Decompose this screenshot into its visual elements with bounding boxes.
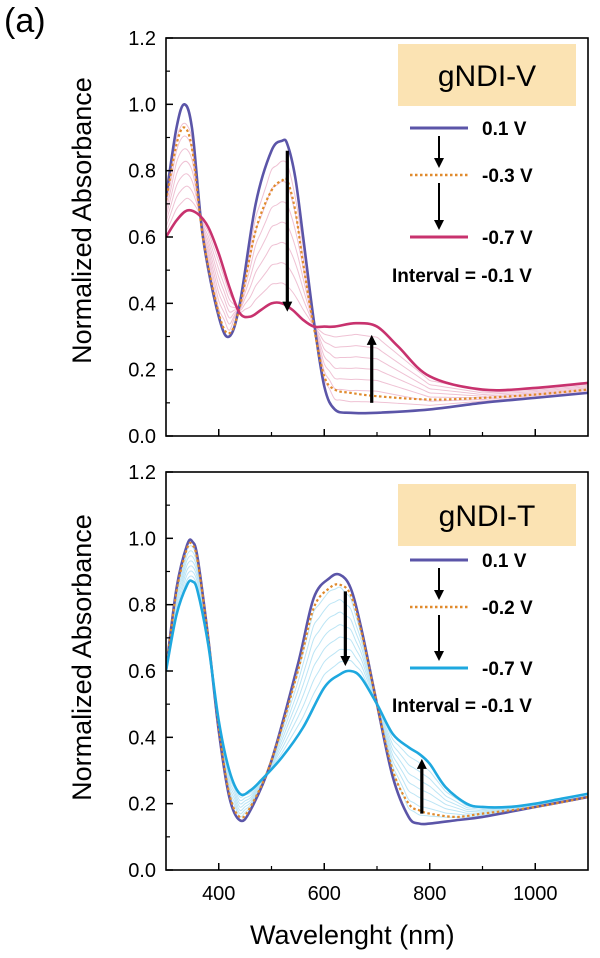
x-tick-label: 1000 [513,883,558,905]
y-tick-label: 1.0 [128,94,156,116]
chart-title: gNDI-V [438,60,536,93]
legend-label-0: 0.1 V [482,119,527,140]
chart-panel-bottom: 0.0 0.2 0.4 0.6 0.8 1.0 1.2 400 600 800 1000 gNDI-T… [128,462,589,905]
legend-label-1: -0.2 V [482,598,533,619]
y-tick-label: 0.8 [128,161,156,183]
x-tick-label: 600 [308,883,341,905]
series-line-2 [166,579,588,809]
title-box [398,484,576,546]
y-tick-label: 0.0 [128,426,156,448]
y-tick-label: 1.2 [128,28,156,50]
interval-label: Interval = -0.1 V [392,696,532,717]
y-tick-label: 0.4 [128,293,156,315]
x-axis-title: Wavelenght (nm) [250,920,455,950]
y-tick-label: 0.2 [128,360,156,382]
interval-label: Interval = -0.1 V [392,266,532,287]
y-tick-label: 1.0 [128,528,156,550]
legend-label-2: -0.7 V [482,228,533,249]
series-line-1 [166,541,588,819]
legend-label-1: -0.3 V [482,166,533,187]
y-tick-label: 0.8 [128,595,156,617]
y-tick-label: 0.6 [128,227,156,249]
x-tick-label: 400 [202,883,235,905]
y-tick-label: 0.4 [128,727,156,749]
y-tick-label: 0.0 [128,860,156,882]
series-group [166,538,588,826]
series-line-0 [166,103,588,415]
series-group [166,103,588,415]
y-tick-label: 0.2 [128,794,156,816]
intermediate-curve [166,122,588,406]
legend-label-2: -0.7 V [482,659,533,680]
y-tick-label: 0.6 [128,661,156,683]
chart-panel-top: 0.0 0.2 0.4 0.6 0.8 1.0 1.2 gNDI-V 0.1 V -0.3 V -0… [128,28,589,448]
legend-label-0: 0.1 V [482,551,527,572]
intermediate-curve [166,148,588,399]
y-tick-label: 1.2 [128,462,156,484]
panel-label: (a) [4,2,46,40]
chart-title: gNDI-T [439,500,536,533]
title-box [398,44,576,106]
intermediate-curve [166,135,588,402]
intermediate-curve [166,160,588,397]
x-tick-label: 800 [413,883,446,905]
